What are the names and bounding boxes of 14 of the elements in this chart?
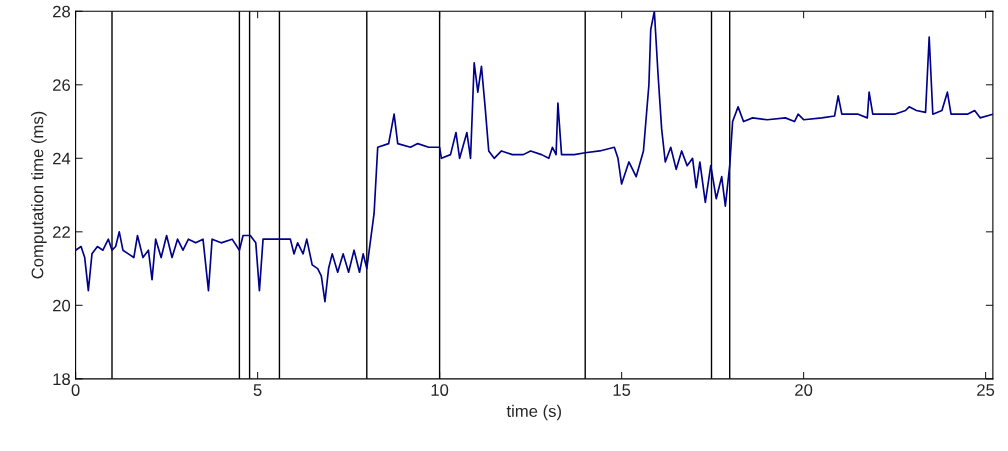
- y-tick-label: 28: [53, 5, 71, 18]
- y-tick-label: 24: [53, 152, 71, 165]
- y-tick-label: 26: [53, 79, 71, 91]
- x-tick-label: 25: [977, 384, 995, 396]
- x-tick-label: 0: [71, 384, 80, 396]
- x-tick-label: 15: [613, 384, 631, 396]
- y-tick-label: 20: [53, 299, 71, 312]
- x-axis-title: time (s): [506, 404, 561, 421]
- y-tick-label: 22: [53, 226, 70, 238]
- x-tick-label: 5: [253, 384, 262, 396]
- x-tick-label: 20: [795, 384, 813, 396]
- x-tick-label: 10: [431, 384, 449, 396]
- y-tick-label: 18: [53, 373, 71, 386]
- y-axis-title: Computation time (ms): [31, 111, 47, 279]
